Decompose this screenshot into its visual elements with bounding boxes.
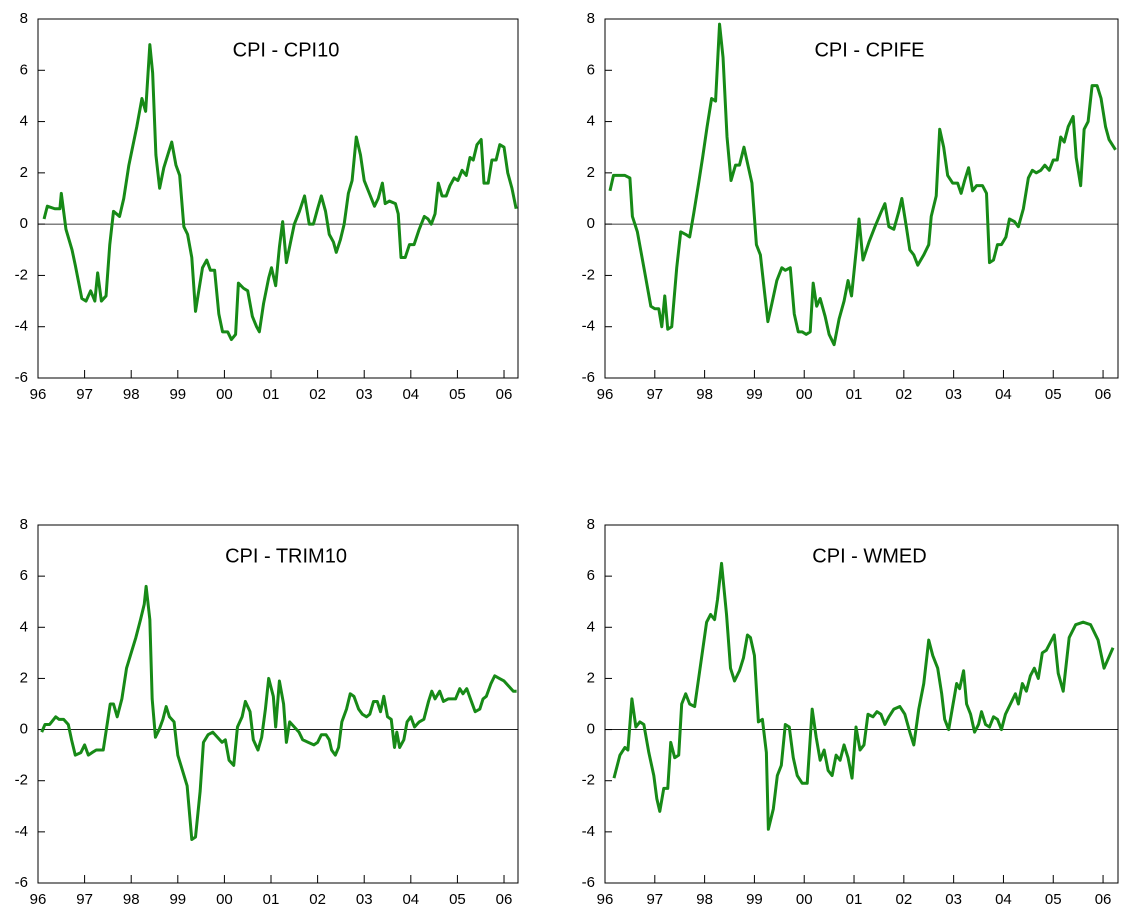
y-tick-label: 6 [20, 61, 28, 78]
y-tick-label: -2 [582, 772, 595, 789]
y-tick-label: -2 [15, 772, 28, 789]
y-tick-label: -4 [15, 823, 28, 840]
y-tick-label: 2 [20, 164, 28, 181]
x-tick-label: 98 [696, 386, 713, 403]
x-tick-label: 99 [169, 386, 186, 403]
y-tick-label: 2 [20, 669, 28, 686]
x-tick-label: 98 [123, 386, 140, 403]
x-tick-label: 00 [796, 386, 813, 403]
x-tick-label: 05 [449, 891, 466, 908]
y-tick-label: -6 [15, 369, 28, 386]
series-line [40, 584, 517, 842]
x-tick-label: 02 [895, 891, 912, 908]
y-tick-label: 6 [587, 567, 595, 584]
y-tick-label: -4 [582, 318, 595, 335]
x-tick-label: 99 [746, 891, 763, 908]
x-tick-label: 01 [846, 891, 863, 908]
y-tick-label: 4 [20, 113, 28, 130]
panel-title: CPI - TRIM10 [225, 545, 347, 567]
y-tick-label: 2 [587, 669, 595, 686]
panel-title: CPI - CPI10 [233, 39, 340, 61]
series-line [608, 22, 1117, 347]
plot-frame [37, 524, 519, 884]
x-tick-label: 06 [496, 891, 513, 908]
panel-title: CPI - WMED [812, 545, 926, 567]
x-tick-label: 98 [696, 891, 713, 908]
y-tick-label: -6 [582, 874, 595, 891]
x-tick-label: 96 [597, 386, 614, 403]
y-tick-label: 4 [587, 618, 595, 635]
x-tick-label: 05 [1045, 386, 1062, 403]
x-tick-label: 03 [356, 891, 373, 908]
x-tick-label: 04 [402, 386, 419, 403]
x-tick-label: 02 [895, 386, 912, 403]
x-tick-label: 02 [309, 386, 326, 403]
x-tick-label: 99 [169, 891, 186, 908]
x-tick-label: 98 [123, 891, 140, 908]
x-tick-label: 01 [263, 891, 280, 908]
x-tick-label: 97 [76, 386, 93, 403]
x-tick-label: 05 [1045, 891, 1062, 908]
panel-title: CPI - CPIFE [814, 39, 924, 61]
y-tick-label: 8 [587, 516, 595, 533]
x-tick-label: 96 [597, 891, 614, 908]
y-tick-label: 0 [587, 215, 595, 232]
x-tick-label: 05 [449, 386, 466, 403]
y-tick-label: -2 [582, 266, 595, 283]
y-tick-label: 0 [20, 215, 28, 232]
x-tick-label: 06 [496, 386, 513, 403]
x-tick-label: 01 [263, 386, 280, 403]
y-tick-label: 2 [587, 164, 595, 181]
x-tick-label: 97 [76, 891, 93, 908]
y-tick-label: 6 [20, 567, 28, 584]
y-tick-label: 6 [587, 61, 595, 78]
x-tick-label: 00 [216, 891, 233, 908]
y-tick-label: 4 [587, 113, 595, 130]
y-tick-label: -6 [15, 874, 28, 891]
x-tick-label: 06 [1095, 386, 1112, 403]
x-tick-label: 96 [30, 386, 47, 403]
x-tick-label: 03 [356, 386, 373, 403]
plot-frame [604, 18, 1119, 379]
y-tick-label: 0 [587, 721, 595, 738]
x-tick-label: 03 [945, 891, 962, 908]
x-tick-label: 04 [995, 386, 1012, 403]
y-tick-label: -2 [15, 266, 28, 283]
x-tick-label: 04 [995, 891, 1012, 908]
y-tick-label: 8 [20, 516, 28, 533]
x-tick-label: 97 [646, 386, 663, 403]
y-tick-label: 8 [20, 10, 28, 27]
x-tick-label: 02 [309, 891, 326, 908]
x-tick-label: 04 [402, 891, 419, 908]
y-tick-label: -4 [582, 823, 595, 840]
x-tick-label: 00 [796, 891, 813, 908]
series-line [612, 561, 1115, 831]
series-line [42, 43, 518, 342]
x-tick-label: 03 [945, 386, 962, 403]
x-tick-label: 97 [646, 891, 663, 908]
y-tick-label: 4 [20, 618, 28, 635]
x-tick-label: 00 [216, 386, 233, 403]
x-tick-label: 06 [1095, 891, 1112, 908]
y-tick-label: -6 [582, 369, 595, 386]
y-tick-label: 8 [587, 10, 595, 27]
plot-frame [604, 524, 1119, 884]
x-tick-label: 96 [30, 891, 47, 908]
y-tick-label: 0 [20, 721, 28, 738]
y-tick-label: -4 [15, 318, 28, 335]
x-tick-label: 99 [746, 386, 763, 403]
x-tick-label: 01 [846, 386, 863, 403]
plot-frame [37, 18, 519, 379]
